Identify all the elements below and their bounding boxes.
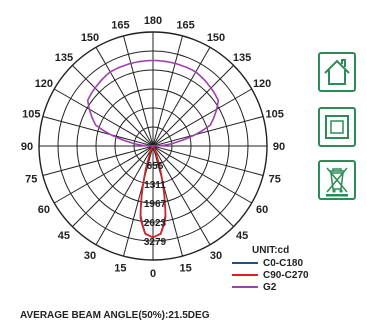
- angle-label-left: 135: [55, 52, 73, 64]
- angle-label-right: 150: [207, 32, 225, 44]
- ring-label: 2623: [144, 218, 167, 229]
- legend-item-g2: G2: [232, 281, 362, 293]
- beam-angle-footer: AVERAGE BEAM ANGLE(50%):21.5DEG: [20, 310, 210, 321]
- unit-label: UNIT:cd: [252, 245, 290, 256]
- series-curve-g2: [86, 59, 220, 147]
- angle-label-left: 45: [58, 230, 70, 242]
- angle-label-left: 15: [114, 263, 126, 275]
- angle-label-right: 75: [269, 174, 281, 186]
- angle-label-right: 120: [253, 78, 271, 90]
- ring-labels: 655 1311 1967 2623 3279: [144, 161, 167, 248]
- legend-swatch-g2: [232, 286, 258, 288]
- angle-label-top: 180: [144, 15, 162, 27]
- home-icon-box: [318, 52, 356, 92]
- angle-label-right: 90: [273, 141, 285, 153]
- angle-label-left: 150: [81, 32, 99, 44]
- angle-label-bottom: 0: [150, 268, 156, 280]
- home-icon: [324, 59, 350, 85]
- angle-label-right: 60: [256, 204, 268, 216]
- crossed-bin-icon: [326, 167, 348, 197]
- angle-label-left: 120: [35, 78, 53, 90]
- legend-item-c90: C90-C270: [232, 269, 362, 281]
- legend-swatch-c0: [232, 262, 258, 264]
- angle-label-right: 165: [176, 19, 194, 31]
- angle-label-right: 105: [266, 108, 284, 120]
- angle-label-left: 90: [21, 141, 33, 153]
- angle-label-left: 60: [38, 204, 50, 216]
- angle-label-left: 75: [25, 174, 37, 186]
- double-square-icon-box: [318, 107, 356, 147]
- legend-swatch-c90: [232, 274, 258, 276]
- ring-label: 655: [147, 161, 164, 172]
- crossed-bin-icon-box: [318, 160, 356, 200]
- legend-label-g2: G2: [263, 281, 277, 293]
- double-square-icon: [325, 115, 349, 139]
- angle-label-right: 45: [236, 230, 248, 242]
- angle-label-left: 165: [111, 19, 129, 31]
- ring-label: 1311: [144, 180, 166, 191]
- ring-label: 3279: [144, 237, 167, 248]
- angle-label-right: 15: [179, 263, 191, 275]
- legend: UNIT:cd C0-C180 C90-C270 G2: [232, 245, 362, 293]
- ring-label: 1967: [144, 199, 167, 210]
- legend-label-c90: C90-C270: [263, 269, 309, 281]
- legend-item-c0: C0-C180: [232, 257, 362, 269]
- angle-label-right: 30: [210, 250, 222, 262]
- angle-label-right: 135: [233, 52, 251, 64]
- intensity-curves: [86, 59, 220, 239]
- legend-label-c0: C0-C180: [263, 257, 304, 269]
- angle-label-left: 105: [22, 108, 40, 120]
- angle-label-left: 30: [84, 250, 96, 262]
